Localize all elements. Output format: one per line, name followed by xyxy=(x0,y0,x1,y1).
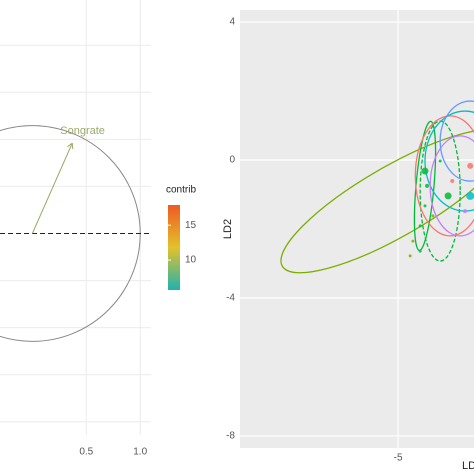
legend-tick-label: 15 xyxy=(185,220,197,231)
plot-area xyxy=(0,0,151,435)
plot-background xyxy=(240,10,474,448)
point xyxy=(463,209,468,214)
x-axis-label: LD1 xyxy=(462,460,474,472)
x-tick-label: 0.5 xyxy=(79,447,93,458)
point xyxy=(438,159,442,163)
x-tick-label: -5 xyxy=(394,453,403,464)
group-ellipse xyxy=(439,100,474,182)
legend-title: contrib xyxy=(166,185,196,196)
right-panel: 4 0 -4 -8 -5 LD2 LD1 xyxy=(222,10,474,472)
arrow-label: Songrate xyxy=(60,125,105,137)
point xyxy=(418,249,422,253)
plot-area xyxy=(240,10,474,448)
y-tick-label: 4 xyxy=(229,17,235,28)
legend-colorbar xyxy=(168,205,180,290)
point xyxy=(418,224,422,228)
point xyxy=(408,254,412,258)
y-tick-label: -8 xyxy=(226,431,235,442)
arrow-head xyxy=(67,142,73,148)
y-tick-label: 0 xyxy=(229,155,235,166)
point xyxy=(431,214,435,218)
y-axis-label: LD2 xyxy=(222,219,234,239)
legend-tick-label: 10 xyxy=(185,255,197,266)
point xyxy=(411,239,415,243)
group-ellipse xyxy=(429,135,474,237)
group-ellipse xyxy=(414,115,474,237)
point xyxy=(450,179,455,184)
point xyxy=(467,162,474,169)
arrow-head xyxy=(71,143,74,150)
arrow xyxy=(31,142,73,234)
y-tick-label: -4 xyxy=(226,293,235,304)
point xyxy=(466,191,474,200)
x-tick-label: 1.0 xyxy=(133,447,147,458)
point xyxy=(421,167,429,175)
point xyxy=(444,192,452,200)
group-ellipse xyxy=(280,128,474,274)
point xyxy=(425,183,430,188)
unit-circle xyxy=(0,125,141,342)
left-panel: 0.5 1.0 Songrate contrib 10 15 xyxy=(0,0,197,458)
point xyxy=(423,204,427,208)
